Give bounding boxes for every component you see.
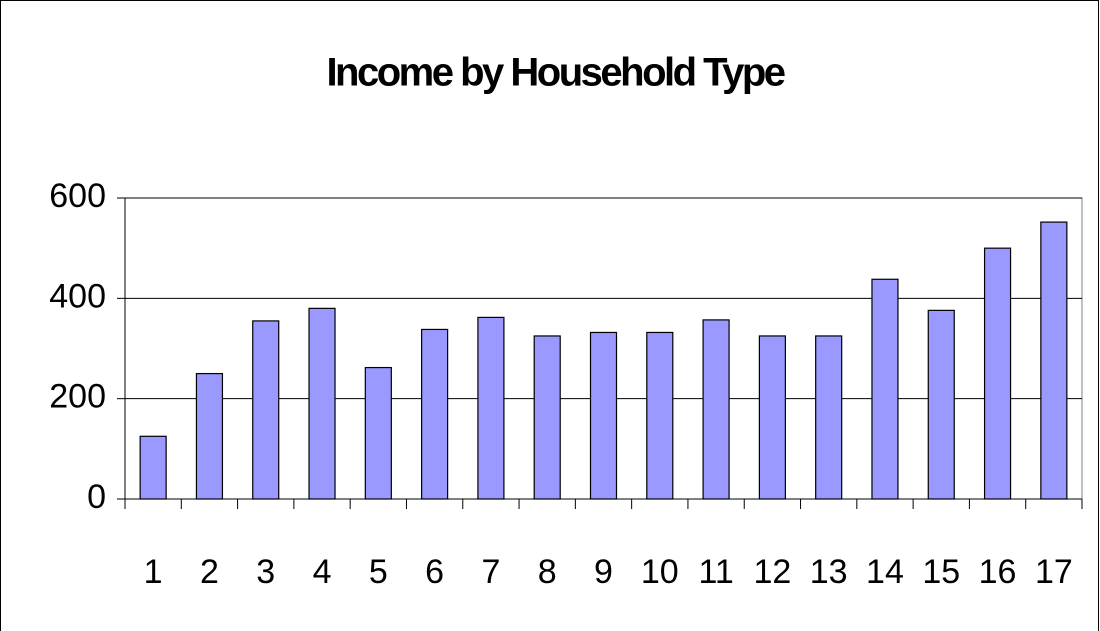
x-tick-label: 13 — [810, 553, 848, 591]
x-tick-label: 17 — [1035, 553, 1073, 591]
bar — [983, 247, 1012, 500]
y-tick-label: 200 — [49, 378, 106, 416]
bar — [195, 372, 224, 500]
bar — [252, 320, 280, 500]
x-tick-label: 3 — [256, 553, 275, 591]
bar — [477, 316, 505, 500]
bar — [871, 278, 899, 500]
bar — [589, 331, 618, 500]
y-tick-label: 400 — [49, 277, 106, 315]
x-tick-label: 5 — [369, 553, 388, 591]
x-tick-label: 12 — [753, 553, 791, 591]
x-tick-label: 16 — [979, 553, 1017, 591]
x-tick-label: 14 — [866, 553, 904, 591]
x-tick-label: 9 — [594, 553, 613, 591]
x-tick-label: 15 — [922, 553, 960, 591]
x-tick-label: 2 — [200, 553, 219, 591]
bar — [533, 335, 561, 500]
bar — [758, 335, 786, 500]
chart-title: Income by Household Type — [326, 51, 784, 95]
bar — [139, 435, 167, 500]
x-tick-label: 10 — [641, 553, 679, 591]
x-tick-label: 8 — [538, 553, 557, 591]
bar — [421, 328, 449, 500]
bar — [927, 309, 955, 500]
y-tick-label: 0 — [87, 478, 106, 516]
x-tick-label: 7 — [481, 553, 500, 591]
x-tick-label: 4 — [313, 553, 332, 591]
bar — [646, 331, 674, 500]
bar — [1040, 221, 1068, 500]
x-tick-label: 11 — [698, 553, 733, 591]
bar — [815, 335, 843, 500]
bar — [364, 366, 392, 500]
x-tick-label: 1 — [144, 553, 163, 591]
x-tick-label: 6 — [425, 553, 444, 591]
y-tick-label: 600 — [49, 177, 106, 215]
bar — [308, 307, 336, 500]
bar — [702, 319, 730, 500]
